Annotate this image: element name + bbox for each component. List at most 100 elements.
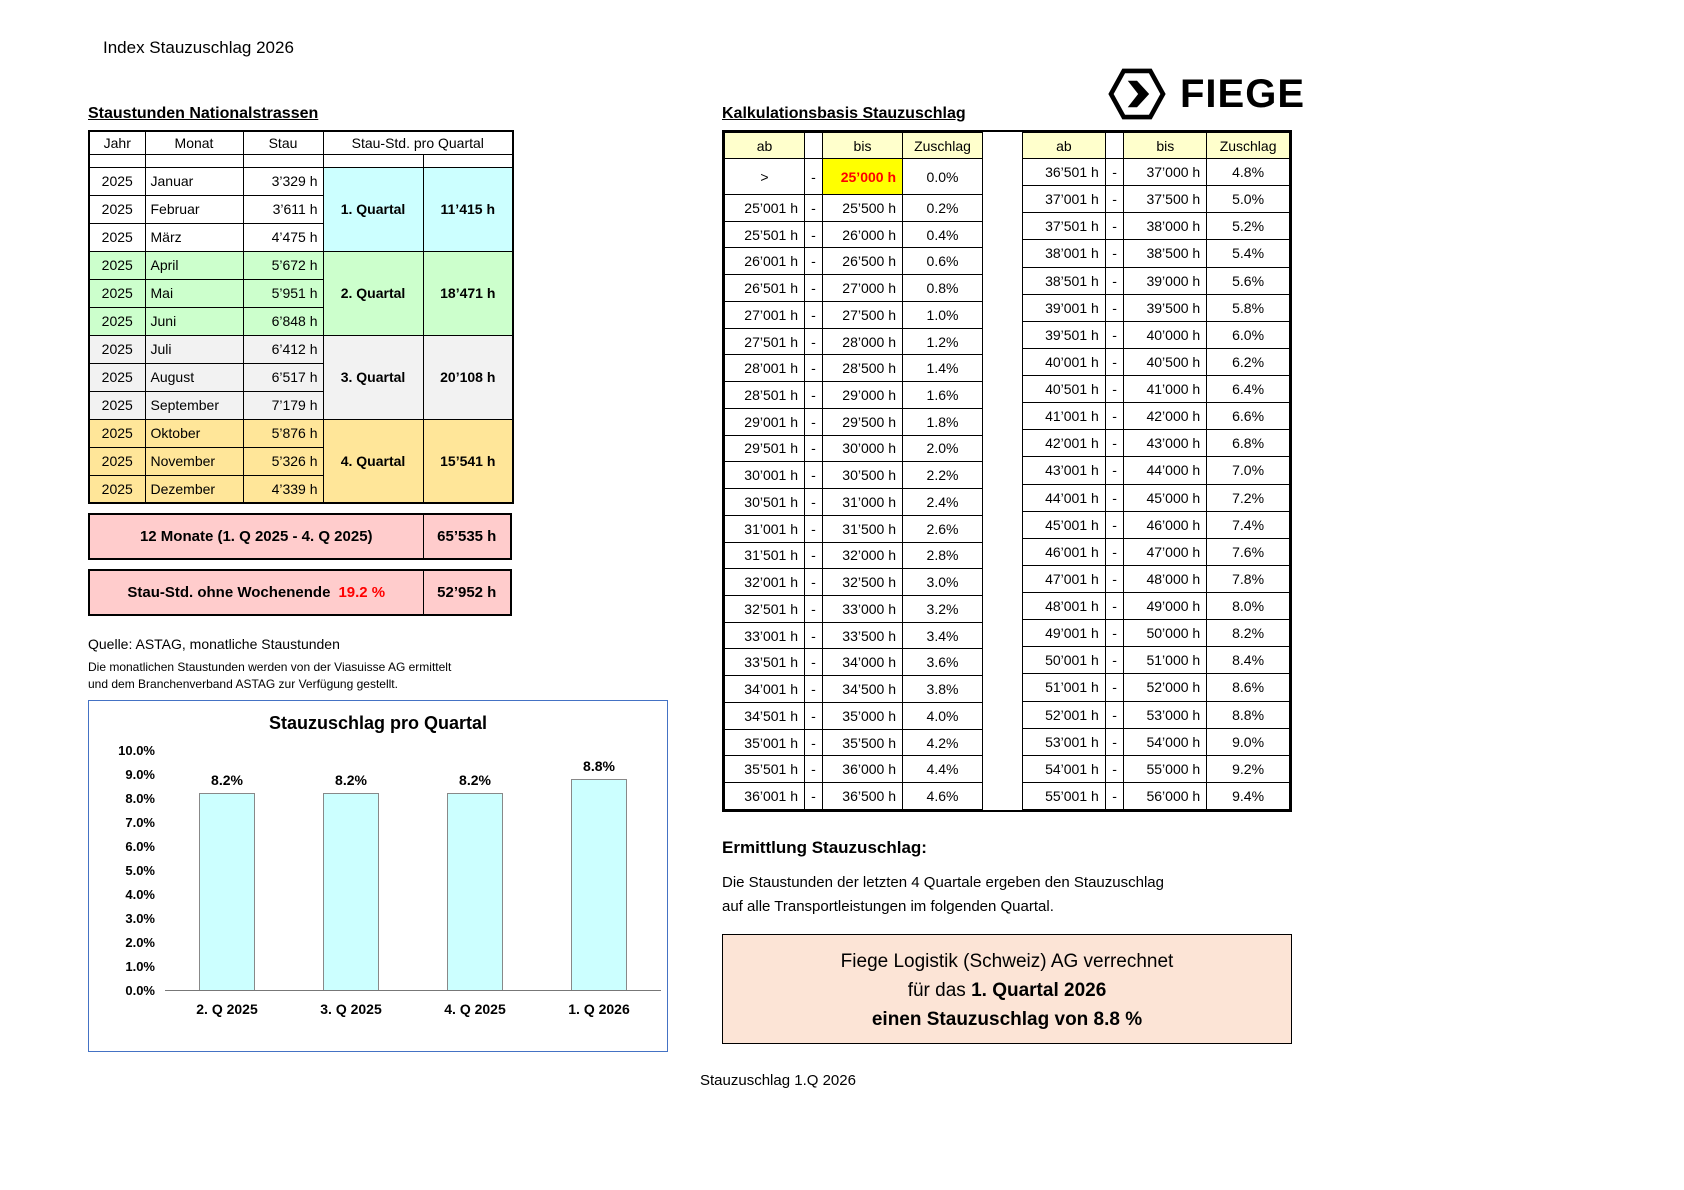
ab-cell: 54’001 h bbox=[1022, 754, 1106, 783]
dash-cell: - bbox=[1104, 157, 1125, 187]
header-zuschlag: Zuschlag bbox=[902, 132, 983, 159]
quartal-total-cell: 20’108 h bbox=[422, 334, 514, 420]
twelve-months-label: 12 Monate (1. Q 2025 - 4. Q 2025) bbox=[88, 513, 424, 560]
staustunden-table: Jahr Monat Stau Stau-Std. pro Quartal 20… bbox=[88, 130, 515, 504]
ab-cell: 41’001 h bbox=[1022, 402, 1106, 431]
twelve-months-row: 12 Monate (1. Q 2025 - 4. Q 2025) 65’535… bbox=[88, 513, 512, 560]
spacer-cell bbox=[322, 153, 424, 168]
spacer-cell bbox=[88, 153, 146, 168]
y-axis-label: 3.0% bbox=[125, 911, 155, 926]
bis-cell: 46’000 h bbox=[1123, 510, 1208, 539]
header-bis: bis bbox=[1123, 132, 1208, 159]
monat-cell: Juli bbox=[144, 334, 244, 364]
monat-cell: Januar bbox=[144, 166, 244, 196]
bis-cell: 39’500 h bbox=[1123, 293, 1208, 322]
quartal-total-cell: 18’471 h bbox=[422, 250, 514, 336]
kalk-row: 34’501 h -35’000 h 4.0% bbox=[724, 701, 983, 730]
zuschlag-cell: 7.4% bbox=[1206, 510, 1290, 539]
dash-cell: - bbox=[1104, 293, 1125, 322]
zuschlag-cell: 5.8% bbox=[1206, 293, 1290, 322]
source-line-3: und dem Branchenverband ASTAG zur Verfüg… bbox=[88, 677, 398, 692]
zuschlag-cell: 4.8% bbox=[1206, 157, 1290, 187]
ab-cell: 34’501 h bbox=[724, 701, 805, 730]
dash-cell: - bbox=[804, 728, 823, 757]
dash-cell: - bbox=[804, 327, 823, 356]
kalk-row: 44’001 h -45’000 h 7.2% bbox=[1022, 483, 1290, 512]
zuschlag-cell: 7.0% bbox=[1206, 456, 1290, 485]
y-axis-label: 6.0% bbox=[125, 839, 155, 854]
month-row: 2025 September 7’179 h bbox=[88, 390, 513, 420]
bis-cell: 36’000 h bbox=[822, 755, 903, 784]
bis-cell: 33’000 h bbox=[822, 595, 903, 623]
zuschlag-cell: 7.8% bbox=[1206, 564, 1290, 594]
kalk-row: 36’001 h -36’500 h 4.6% bbox=[724, 782, 983, 810]
chart-bar bbox=[323, 793, 379, 990]
bis-cell: 40’500 h bbox=[1123, 347, 1208, 377]
kalk-row: 38’001 h -38’500 h 5.4% bbox=[1022, 239, 1290, 268]
dash-cell: - bbox=[804, 621, 823, 650]
dash-cell: - bbox=[1104, 646, 1125, 675]
kalk-row: 45’001 h -46’000 h 7.4% bbox=[1022, 510, 1290, 539]
kalk-row: 26’501 h -27’000 h 0.8% bbox=[724, 274, 983, 302]
quartal-label-cell: 1. Quartal bbox=[322, 166, 424, 252]
x-axis-label: 2. Q 2025 bbox=[196, 1001, 258, 1017]
ab-cell: 29’001 h bbox=[724, 407, 805, 436]
kalkulation-tables: ab bis Zuschlag > -25’000 h 0.0% 25’001 h -25’5… bbox=[722, 130, 1292, 812]
zuschlag-cell: 5.6% bbox=[1206, 266, 1290, 295]
result-line-2: für das 1. Quartal 2026 bbox=[723, 980, 1291, 1002]
zuschlag-cell: 0.8% bbox=[902, 274, 983, 302]
jahr-cell: 2025 bbox=[88, 474, 146, 504]
ermittlung-text-line-1: Die Staustunden der letzten 4 Quartale e… bbox=[722, 874, 1164, 891]
spacer-row bbox=[88, 153, 514, 168]
kalk-row: 27’001 h -27’500 h 1.0% bbox=[724, 300, 983, 329]
zuschlag-cell: 2.2% bbox=[902, 461, 983, 490]
y-axis-label: 10.0% bbox=[118, 743, 155, 758]
ab-cell: 25’501 h bbox=[724, 220, 805, 249]
bis-cell: 31’000 h bbox=[822, 488, 903, 516]
zuschlag-cell: 8.8% bbox=[1206, 700, 1290, 729]
bis-cell: 37’500 h bbox=[1123, 185, 1208, 214]
kalk-row: 34’001 h -34’500 h 3.8% bbox=[724, 675, 983, 703]
zuschlag-cell: 3.8% bbox=[902, 675, 983, 703]
ab-cell: 28’501 h bbox=[724, 381, 805, 409]
bis-cell: 40’000 h bbox=[1123, 320, 1208, 349]
zuschlag-cell: 0.6% bbox=[902, 247, 983, 276]
bis-cell: 33’500 h bbox=[822, 621, 903, 650]
bis-cell: 30’500 h bbox=[822, 461, 903, 490]
ermittlung-section: Ermittlung Stauzuschlag: Die Staustunden… bbox=[722, 838, 1292, 1044]
kalk-row: 55’001 h -56’000 h 9.4% bbox=[1022, 781, 1290, 811]
zuschlag-cell: 8.0% bbox=[1206, 591, 1290, 621]
month-row: 2025 Dezember 4’339 h bbox=[88, 474, 513, 504]
bis-cell: 45’000 h bbox=[1123, 483, 1208, 512]
bis-cell: 41’000 h bbox=[1123, 374, 1208, 404]
ab-cell: 55’001 h bbox=[1022, 781, 1106, 811]
bis-cell: 34’000 h bbox=[822, 648, 903, 677]
dash-cell: - bbox=[804, 434, 823, 463]
fiege-hexagon-icon bbox=[1108, 68, 1166, 120]
jahr-cell: 2025 bbox=[88, 306, 146, 336]
dash-cell: - bbox=[1104, 347, 1125, 377]
kalk-row: 38’501 h -39’000 h 5.6% bbox=[1022, 266, 1290, 295]
jahr-cell: 2025 bbox=[88, 278, 146, 308]
kalk-row: 32’501 h -33’000 h 3.2% bbox=[724, 595, 983, 623]
ab-cell: 34’001 h bbox=[724, 675, 805, 703]
zuschlag-cell: 5.0% bbox=[1206, 185, 1290, 214]
zuschlag-cell: 6.0% bbox=[1206, 320, 1290, 349]
y-axis-label: 9.0% bbox=[125, 767, 155, 782]
jahr-cell: 2025 bbox=[88, 250, 146, 280]
kalk-row: 49’001 h -50’000 h 8.2% bbox=[1022, 619, 1290, 648]
monat-cell: September bbox=[144, 390, 244, 420]
zuschlag-cell: 0.2% bbox=[902, 194, 983, 222]
x-axis-label: 3. Q 2025 bbox=[320, 1001, 382, 1017]
bis-cell: 28’500 h bbox=[822, 354, 903, 383]
chart-stauzuschlag-pro-quartal: Stauzuschlag pro Quartal 10.0% 9.0% 8.0% 7.… bbox=[88, 700, 668, 1052]
zuschlag-cell: 0.4% bbox=[902, 220, 983, 249]
stau-cell: 7’179 h bbox=[242, 390, 324, 420]
zuschlag-cell: 1.4% bbox=[902, 354, 983, 383]
twelve-months-summary: 12 Monate (1. Q 2025 - 4. Q 2025) 65’535… bbox=[88, 513, 512, 560]
kalk-row: > -25’000 h 0.0% bbox=[724, 158, 983, 195]
bis-cell: 35’500 h bbox=[822, 728, 903, 757]
month-row: 2025 Oktober 5’876 h 4. Quartal 15’541 h bbox=[88, 418, 514, 504]
zuschlag-cell: 9.0% bbox=[1206, 727, 1290, 756]
dash-cell: - bbox=[804, 648, 823, 677]
